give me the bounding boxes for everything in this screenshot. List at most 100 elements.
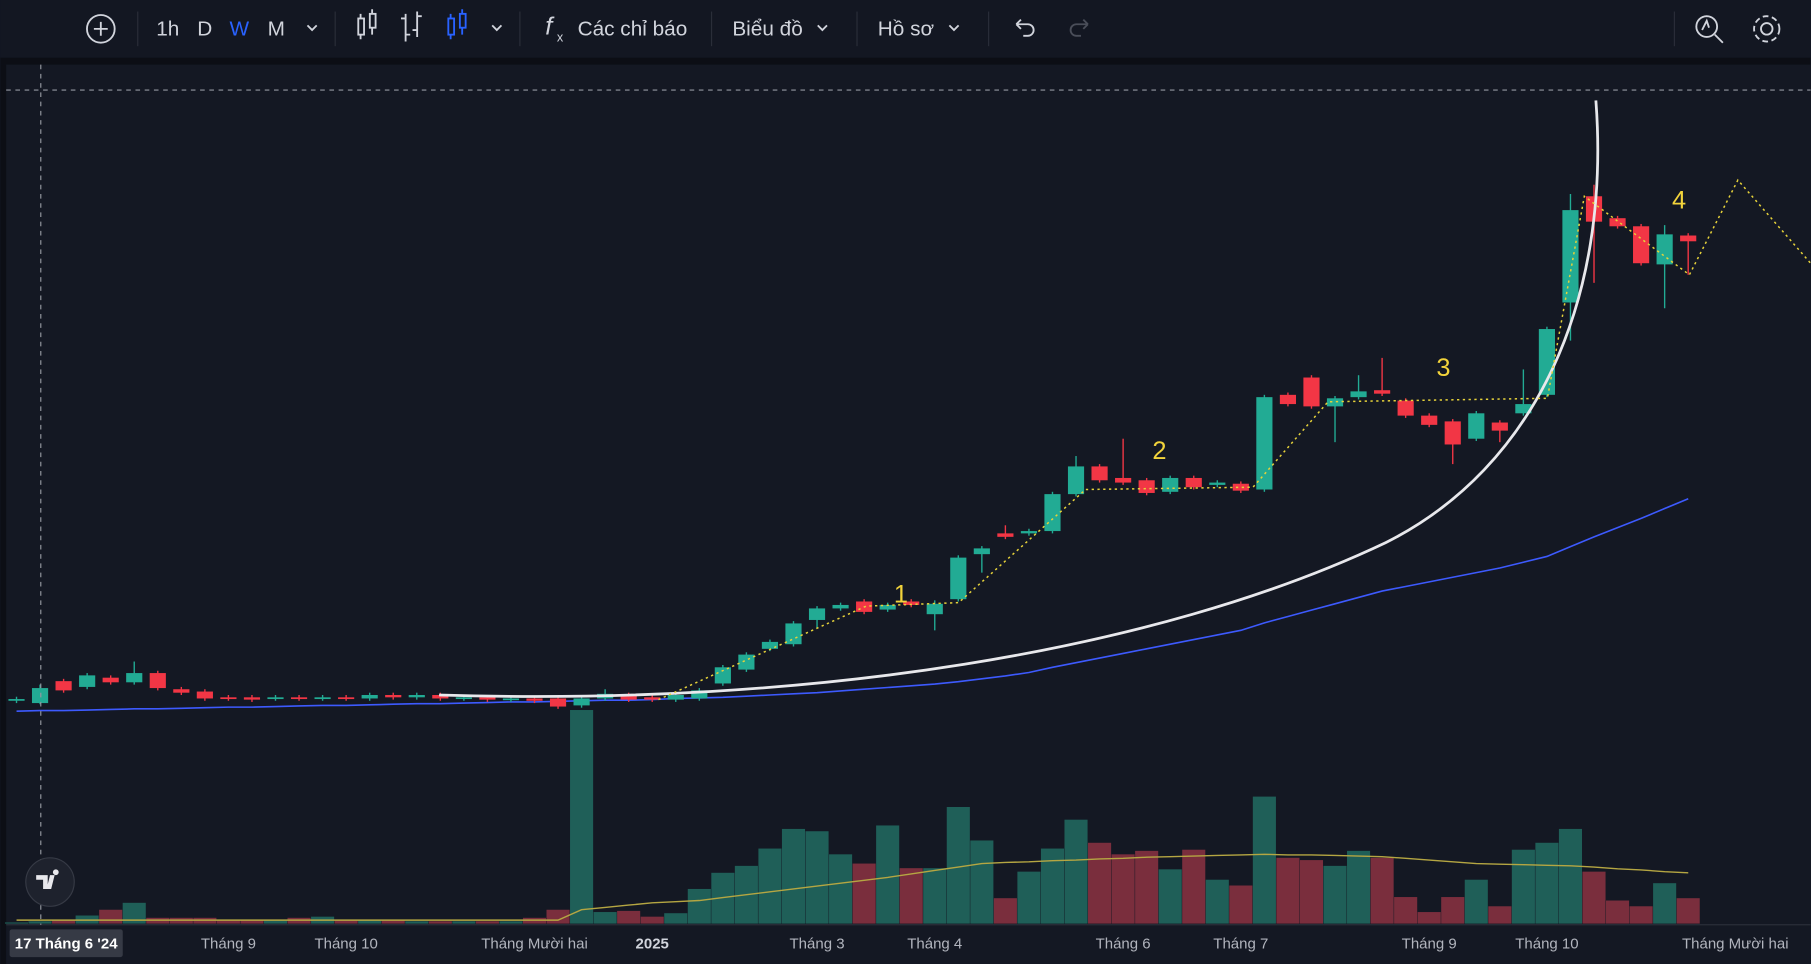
candle-body [1209,482,1226,485]
settings-button[interactable] [1753,15,1781,43]
volume-bar [923,868,947,924]
candle-body [526,698,543,701]
candle-body [455,697,472,700]
volume-bar [946,806,970,924]
volume-bar [1158,869,1182,924]
candle-body [385,695,402,698]
redo-button[interactable] [1069,18,1089,37]
add-symbol-button[interactable] [86,14,116,44]
profile-button[interactable]: Hồ sơ [878,18,935,41]
candle-body [1656,234,1673,265]
volume-bar [1370,857,1394,924]
x-tick-label: Tháng 9 [1402,935,1457,952]
volume-bar [805,831,829,924]
volume-bar [1323,865,1347,924]
volume-bar [1276,857,1300,924]
ohlc-style-button[interactable] [400,11,422,42]
candle-body [950,557,967,600]
volume-bar [240,920,264,924]
x-tick-label: Tháng 7 [1213,935,1268,952]
interval-button[interactable]: M [268,18,285,41]
candle-body [149,673,166,689]
wave-drawing[interactable] [658,178,1811,701]
volume-bar [1347,850,1371,924]
candle-body [1680,235,1697,242]
volume-bar [687,888,711,924]
undo-button[interactable] [1015,18,1035,37]
chart-menu-dropdown[interactable] [817,24,828,32]
volume-bar [4,922,29,924]
chart-area [6,64,1811,964]
candle-body [1044,494,1061,532]
candle-body [903,601,920,605]
candle-body [808,608,826,620]
candle-body [55,681,72,691]
volume-bar [1653,883,1677,924]
indicators-icon: f [545,12,555,40]
x-tick-label: Tháng 9 [201,935,256,952]
interval-button[interactable]: D [197,18,212,41]
candle-body [1091,466,1108,481]
candle-body [1468,413,1485,439]
candle-body [620,695,637,700]
volume-bar [570,710,594,924]
candle-body [1232,483,1249,491]
left-edge [0,64,7,964]
candle-body [173,689,190,693]
volume-bar [1394,897,1418,924]
candle-body [1350,391,1367,398]
volume-bar [1464,879,1488,924]
profile-dropdown[interactable] [948,24,960,32]
interval-dropdown[interactable] [306,24,318,32]
candle-style-button[interactable] [447,9,467,40]
time-axis [6,925,1811,964]
parabola-drawing[interactable] [439,100,1600,698]
candle-body [1326,398,1344,407]
indicators-icon: x [557,30,564,44]
candle-body [926,603,943,615]
candle-body [408,695,425,698]
volume-bar [852,863,876,924]
interval-button[interactable]: 1h [156,18,179,41]
interval-button[interactable]: W [230,18,250,41]
volume-bar [1299,860,1324,924]
volume-bar [1064,819,1088,924]
x-tick-label: Tháng 6 [1096,935,1151,952]
candle-body [785,623,802,645]
candle-body [1444,421,1461,445]
candle-body [1562,210,1579,303]
candle-body [31,688,49,704]
candle-body [1303,377,1320,407]
candle-body [290,697,308,700]
candle-body [549,698,567,707]
candle-body [1491,422,1508,431]
x-tick-label: Tháng Mười hai [1682,935,1789,952]
style-dropdown[interactable] [491,24,503,32]
volume-bar [1582,871,1606,924]
volume-bar [1558,828,1583,924]
candle-body [997,533,1014,537]
volume-bar [1017,871,1041,924]
volume-bar [122,902,146,924]
volume-bar [263,920,288,924]
toolbar [0,0,1811,58]
search-button[interactable] [1695,15,1724,44]
chart-menu-button[interactable]: Biểu đồ [732,18,802,41]
candle-body [196,691,213,699]
volume-bar [475,921,499,924]
volume-bar [781,828,806,924]
candle-body [1115,477,1132,483]
x-tick-label: Tháng Mười hai [481,935,588,952]
bars-style-button[interactable] [357,9,377,40]
volume-bar [970,840,994,924]
crosshair-label: 17 Tháng 6 '24 [15,935,118,952]
tradingview-logo[interactable] [25,857,75,907]
x-tick-label: Tháng 10 [314,935,377,952]
volume-bar [52,920,76,924]
volume-bar [829,854,853,924]
indicators-button[interactable]: Các chỉ báo [578,18,688,41]
volume-bar [428,921,452,924]
volume-bar [1111,854,1135,924]
candle-body [1538,329,1556,395]
candle-body [738,654,755,670]
